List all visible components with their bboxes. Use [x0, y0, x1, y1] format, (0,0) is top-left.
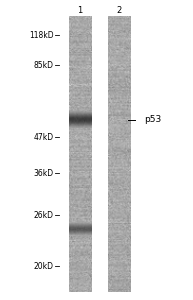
Text: 47kD: 47kD	[34, 133, 54, 142]
Text: 85kD: 85kD	[34, 61, 54, 70]
Text: 20kD: 20kD	[34, 262, 54, 271]
Text: 1: 1	[77, 6, 83, 15]
Text: 2: 2	[116, 6, 121, 15]
Text: 118kD: 118kD	[29, 31, 54, 40]
Text: 26kD: 26kD	[34, 211, 54, 220]
Text: 36kD: 36kD	[34, 169, 54, 178]
Text: p53: p53	[144, 116, 161, 124]
